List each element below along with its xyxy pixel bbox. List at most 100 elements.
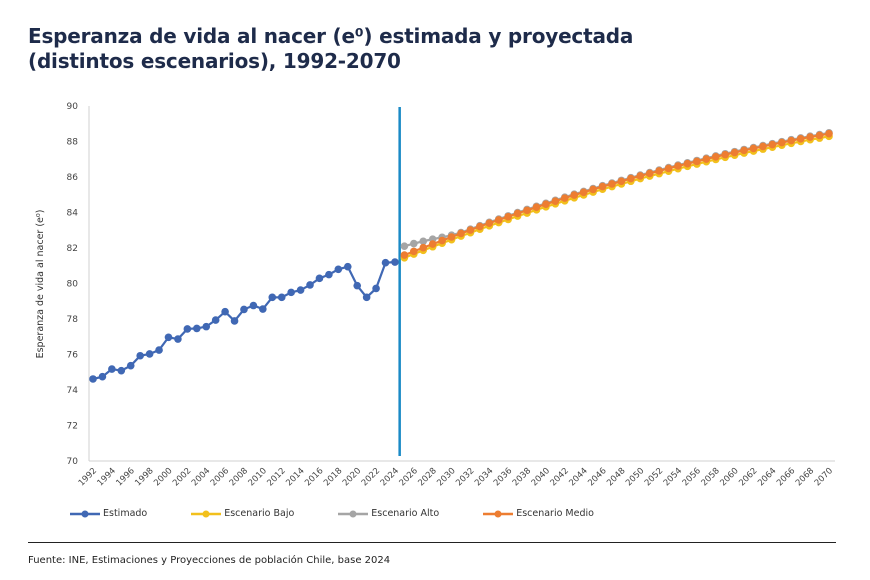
data-point: [268, 293, 277, 302]
data-point: [589, 185, 597, 194]
data-point: [259, 305, 267, 313]
legend-label: Estimado: [103, 508, 148, 519]
series-escenario-bajo: [400, 132, 833, 262]
data-point: [89, 375, 97, 383]
data-point: [787, 136, 796, 145]
data-point: [485, 219, 494, 227]
x-tick-label: 2016: [303, 466, 325, 488]
y-tick-label: 82: [67, 244, 78, 254]
legend-label: Escenario Alto: [371, 508, 440, 519]
data-point: [693, 157, 701, 166]
data-point: [400, 251, 409, 259]
x-tick-label: 2002: [171, 466, 193, 488]
data-point: [476, 222, 484, 231]
y-tick-label: 78: [67, 315, 79, 325]
data-point: [674, 162, 682, 170]
x-tick-label: 2052: [643, 466, 665, 488]
data-point: [466, 226, 475, 234]
data-point: [778, 138, 786, 147]
y-tick-label: 70: [67, 457, 79, 467]
x-tick-label: 2028: [416, 466, 438, 488]
data-point: [428, 240, 437, 248]
data-point: [513, 209, 522, 218]
data-point: [542, 200, 550, 208]
data-point: [749, 144, 758, 153]
data-point: [796, 135, 805, 143]
data-point: [711, 152, 720, 161]
x-tick-label: 2000: [152, 466, 174, 488]
data-point: [410, 247, 418, 256]
x-tick-label: 2034: [473, 466, 495, 488]
x-tick-label: 1992: [77, 466, 99, 488]
x-tick-label: 2030: [435, 466, 457, 488]
series-line: [403, 132, 830, 257]
x-tick-label: 2038: [511, 466, 533, 488]
title-line-1: Esperanza de vida al nacer (e⁰) estimada…: [28, 24, 634, 48]
data-point: [343, 262, 352, 271]
data-point: [721, 150, 730, 159]
data-point: [240, 305, 248, 314]
data-point: [183, 325, 192, 333]
y-axis-label: Esperanza de vida al nacer (e⁰): [35, 210, 46, 359]
data-point: [108, 365, 116, 373]
data-point: [457, 229, 465, 238]
source-note: Fuente: INE, Estimaciones y Proyecciones…: [28, 555, 391, 566]
x-tick-label: 2066: [775, 466, 797, 488]
data-point: [221, 307, 229, 316]
y-tick-label: 74: [67, 386, 79, 396]
data-point: [126, 361, 135, 370]
data-point: [277, 293, 286, 302]
data-point: [494, 216, 503, 224]
y-tick-label: 84: [67, 209, 79, 219]
x-tick-label: 2008: [228, 466, 250, 488]
series-line: [92, 260, 396, 381]
data-point: [683, 159, 692, 168]
data-point: [419, 243, 428, 252]
x-tick-label: 2044: [567, 466, 589, 488]
data-point: [164, 333, 173, 342]
data-point: [560, 194, 569, 202]
data-point: [372, 284, 380, 293]
x-tick-label: 2064: [756, 466, 778, 488]
data-point: [419, 237, 428, 246]
data-point: [211, 316, 220, 324]
legend-label: Escenario Medio: [516, 508, 594, 519]
data-point: [315, 274, 324, 283]
data-point: [504, 212, 512, 221]
data-point: [608, 180, 616, 188]
data-point: [806, 133, 814, 141]
data-point: [664, 164, 673, 173]
y-tick-label: 86: [67, 173, 79, 183]
x-tick-label: 2070: [813, 466, 835, 488]
data-point: [730, 148, 739, 157]
line-chart: 7072747678808284868890199219941996199820…: [35, 102, 835, 488]
data-point: [306, 281, 314, 289]
legend-marker-icon: [70, 510, 100, 517]
x-tick-label: 2040: [530, 466, 552, 488]
data-point: [381, 258, 390, 267]
x-tick-label: 2024: [379, 466, 401, 488]
x-tick-label: 1996: [114, 466, 136, 488]
legend-marker-icon: [338, 510, 369, 517]
data-point: [145, 350, 154, 358]
x-tick-label: 2068: [794, 466, 816, 488]
data-point: [447, 233, 456, 241]
legend-item: Estimado: [70, 508, 147, 519]
data-point: [532, 203, 541, 211]
x-tick-label: 2036: [492, 466, 514, 488]
data-point: [410, 239, 418, 248]
data-point: [334, 265, 343, 274]
legend-item: Escenario Alto: [338, 508, 439, 519]
legend-label: Escenario Bajo: [224, 508, 295, 519]
legend-marker-icon: [191, 510, 222, 517]
data-point: [579, 188, 588, 197]
data-point: [202, 322, 211, 331]
data-point: [759, 142, 767, 151]
data-point: [815, 131, 824, 140]
y-tick-label: 90: [67, 102, 79, 112]
x-tick-label: 2006: [209, 466, 231, 488]
data-point: [702, 155, 711, 163]
data-point: [296, 286, 305, 294]
x-tick-label: 2032: [454, 466, 476, 488]
x-tick-label: 2012: [265, 466, 287, 488]
